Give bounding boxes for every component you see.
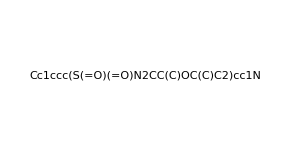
Text: Cc1ccc(S(=O)(=O)N2CC(C)OC(C)C2)cc1N: Cc1ccc(S(=O)(=O)N2CC(C)OC(C)C2)cc1N — [29, 70, 261, 80]
